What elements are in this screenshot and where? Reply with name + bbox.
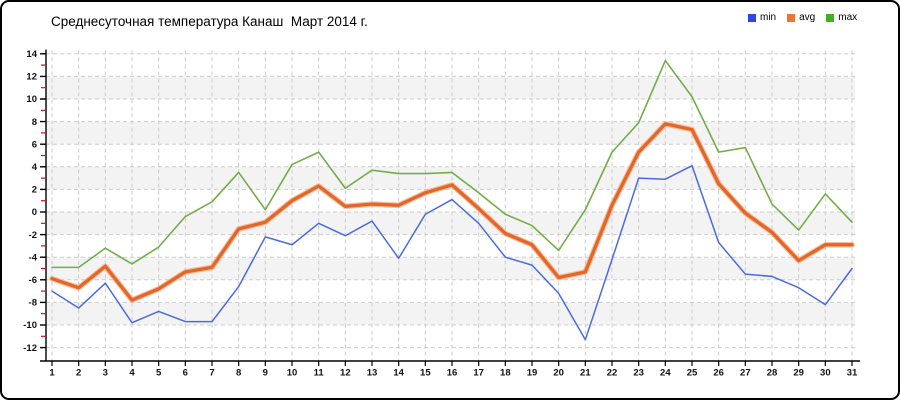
x-axis-label: 27	[740, 368, 751, 379]
y-axis-label: -4	[29, 252, 38, 263]
legend-item-avg: avg	[787, 12, 815, 23]
avg-series-line	[50, 122, 854, 302]
y-axis-label: 8	[32, 117, 37, 128]
y-axis-label: 4	[32, 162, 38, 173]
legend-label-max: max	[838, 12, 858, 23]
plot-band	[46, 166, 855, 190]
plot-band	[46, 121, 855, 145]
x-axis-label: 14	[393, 368, 404, 379]
x-axis-label: 13	[367, 368, 378, 379]
y-axis-label: 14	[26, 49, 37, 60]
x-axis-label: 26	[713, 368, 724, 379]
min-series-line	[51, 164, 853, 341]
x-axis-label: 16	[447, 368, 458, 379]
x-axis-label: 22	[607, 368, 618, 379]
avg-series-swatch-icon	[787, 13, 796, 22]
max-series-line	[51, 59, 853, 269]
x-axis-label: 7	[209, 368, 214, 379]
x-axis-label: 19	[527, 368, 538, 379]
x-axis-label: 15	[420, 368, 431, 379]
x-axis-label: 10	[287, 368, 298, 379]
x-axis-label: 24	[660, 368, 671, 379]
legend-item-max: max	[826, 12, 857, 23]
x-axis-label: 23	[633, 368, 644, 379]
plot-band	[46, 257, 855, 280]
chart-title: Среднесуточная температура Канаш Март 20…	[51, 14, 368, 29]
x-axis-label: 1	[49, 368, 55, 379]
y-axis-label: -2	[29, 230, 37, 241]
x-axis-label: 2	[76, 368, 81, 379]
x-axis-label: 21	[580, 368, 591, 379]
y-axis-label: 2	[32, 185, 37, 196]
legend-label-min: min	[760, 12, 777, 23]
y-axis-label: -12	[23, 343, 37, 354]
x-axis-label: 30	[820, 368, 831, 379]
x-axis-label: 4	[129, 368, 135, 379]
y-axis-label: -8	[29, 298, 37, 309]
y-axis-label: 10	[26, 94, 37, 105]
x-axis-label: 17	[473, 368, 484, 379]
max-series-swatch-icon	[826, 13, 835, 22]
y-axis-label: 12	[26, 72, 37, 83]
x-axis-label: 28	[767, 368, 778, 379]
x-axis-label: 6	[183, 368, 188, 379]
legend: min avg max	[748, 12, 857, 23]
x-axis-label: 8	[236, 368, 241, 379]
x-axis-label: 20	[553, 368, 564, 379]
plot-band	[46, 302, 855, 325]
plot-band	[46, 76, 855, 99]
x-axis-label: 29	[793, 368, 804, 379]
x-axis-label: 5	[156, 368, 162, 379]
x-axis-label: 18	[500, 368, 511, 379]
legend-item-min: min	[748, 12, 776, 23]
y-axis-label: 6	[32, 139, 37, 150]
x-axis-label: 31	[847, 368, 858, 379]
legend-label-avg: avg	[799, 12, 816, 23]
x-axis-label: 11	[314, 368, 325, 379]
plot-band	[46, 212, 855, 235]
y-axis-label: -6	[29, 275, 37, 286]
x-axis-label: 3	[103, 368, 108, 379]
y-axis-label: -10	[23, 320, 37, 331]
x-axis-label: 25	[687, 368, 698, 379]
x-axis-label: 9	[263, 368, 268, 379]
min-series-swatch-icon	[748, 13, 756, 22]
y-axis-label: 0	[32, 207, 37, 218]
x-axis-label: 12	[340, 368, 351, 379]
